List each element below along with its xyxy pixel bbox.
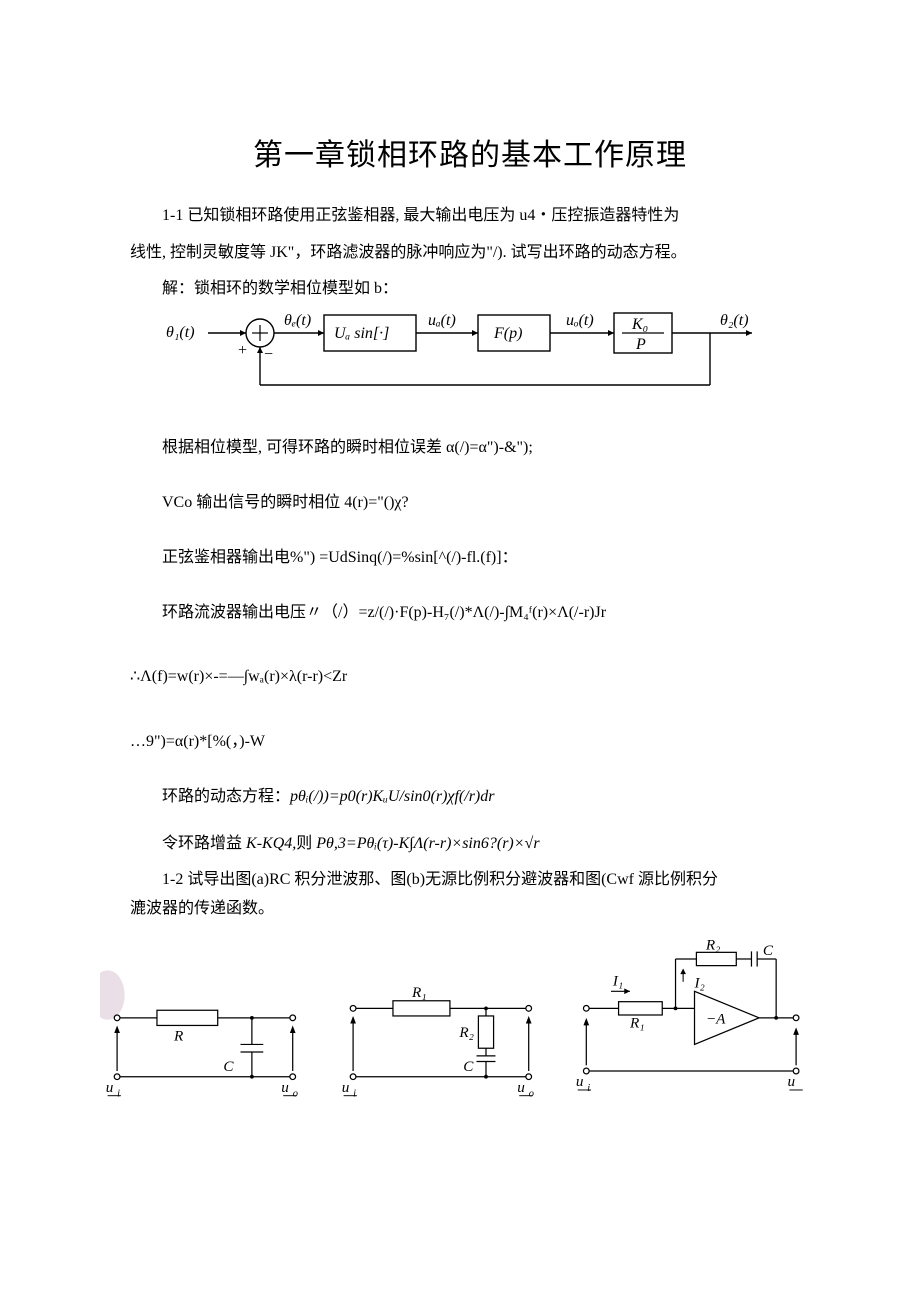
circuit-a: R C u i u o	[100, 959, 318, 1101]
circ-b-uo: u	[518, 1079, 526, 1096]
circ-b-ui: u	[342, 1079, 350, 1096]
circ-c-minusA: −A	[706, 1010, 726, 1027]
problem-1-2-line1: 1-2 试导出图(a)RC 积分泄波那、图(b)无源比例积分避波器和图(Cwf …	[130, 867, 810, 893]
block-ud-sin: Uₐ sin[·]	[334, 325, 389, 342]
circ-c-u: u	[787, 1073, 795, 1090]
thetae-label: θₑ(t)	[284, 312, 311, 329]
dynamic-eq-line: 环路的动态方程：pθᵢ(/))=p0(r)KᵤU/sin0(r)χf(/r)dr	[130, 779, 810, 816]
dynamic-eq: pθᵢ(/))=p0(r)KᵤU/sin0(r)χf(/r)dr	[290, 788, 494, 805]
circ-b-ui-sub: i	[353, 1088, 356, 1099]
circuit-c: R₂ C I₁ I₂ R₁ −A	[573, 940, 810, 1101]
block-k0-bot: P	[635, 336, 646, 353]
circ-c-C: C	[763, 942, 774, 959]
pll-block-diagram: θ₁(t) + − θₑ(t) Uₐ sin[·] uₐ(t) F(p)	[160, 307, 780, 412]
uc-label: uₒ(t)	[566, 312, 594, 329]
circ-c-ui: u	[576, 1073, 584, 1090]
eq-line-4: 环路流波器输出电压〃（/）=z/(/)·F(p)-H₇(/)*Λ(/)-∫M₄ᶠ…	[130, 595, 810, 632]
eq-line-5: ∴Λ(f)=w(r)×-=—∫wₐ(r)×λ(r-r)<Zr	[130, 659, 810, 696]
document-page: 第一章锁相环路的基本工作原理 1-1 已知锁相环路使用正弦鉴相器, 最大输出电压…	[0, 0, 920, 1161]
circ-c-R1: R₁	[629, 1014, 645, 1031]
theta2-label: θ₂(t)	[720, 312, 749, 329]
circ-b-C: C	[464, 1058, 475, 1075]
loop-gain-a: 令环路增益	[162, 835, 246, 852]
block-fp: F(p)	[493, 325, 522, 342]
circ-b-uo-sub: o	[529, 1088, 534, 1099]
circ-c-R2: R₂	[705, 940, 721, 953]
dynamic-eq-label: 环路的动态方程：	[162, 788, 290, 805]
problem-1-1-line2: 线性, 控制灵敏度等 JK"，环路滤波器的脉冲响应为"/). 试写出环路的动态方…	[130, 235, 810, 272]
ud-label: uₐ(t)	[428, 312, 456, 329]
solution-intro: 解：锁相环的数学相位模型如 b：	[130, 276, 810, 302]
sum-minus: −	[264, 346, 273, 363]
loop-gain-c: 则	[296, 835, 316, 852]
circ-b-R2: R₂	[459, 1024, 475, 1041]
eq-line-2: VCo 输出信号的瞬时相位 4(r)="()χ?	[130, 485, 810, 522]
block-k0-top: K₀	[631, 316, 648, 333]
eq-line-1: 根据相位模型, 可得环路的瞬时相位误差 α(/)=α")-&");	[130, 430, 810, 467]
sum-plus: +	[238, 342, 247, 359]
loop-gain-d: Pθ,3=Pθᵢ(τ)-K∫Λ(r-r)×sin6?(r)×√r	[316, 835, 539, 852]
circ-a-ui: u	[106, 1079, 114, 1096]
circ-a-C: C	[223, 1058, 234, 1075]
circ-c-I1: I₁	[612, 972, 623, 989]
loop-gain-line: 令环路增益 K-KQ4,则 Pθ,3=Pθᵢ(τ)-K∫Λ(r-r)×sin6?…	[130, 826, 810, 863]
eq-line-3: 正弦鉴相器输出电%") =UdSinq(/)=%sin[^(/)-fl.(f)]…	[130, 540, 810, 577]
circuit-b: R₁ R₂ C u i u	[336, 959, 554, 1101]
filter-circuits-row: R C u i u o	[100, 940, 810, 1101]
problem-1-2-line2: 漉波器的传递函数。	[130, 896, 810, 922]
chapter-title: 第一章锁相环路的基本工作原理	[130, 130, 810, 174]
circ-a-R: R	[173, 1027, 184, 1044]
circ-a-uo: u	[281, 1079, 289, 1096]
circ-c-I2: I₂	[693, 974, 704, 991]
problem-1-1-line1: 1-1 已知锁相环路使用正弦鉴相器, 最大输出电压为 u4・压控振造器特性为	[130, 198, 810, 235]
circ-a-uo-sub: o	[293, 1088, 298, 1099]
circ-a-ui-sub: i	[117, 1088, 120, 1099]
loop-gain-b: K-KQ4,	[246, 835, 296, 852]
theta1-label: θ₁(t)	[166, 324, 195, 341]
eq-line-6: …9")=α(r)*[%(，)-W	[130, 724, 810, 761]
circ-c-ui-sub: i	[587, 1083, 590, 1094]
circ-b-R1: R₁	[411, 984, 427, 1001]
